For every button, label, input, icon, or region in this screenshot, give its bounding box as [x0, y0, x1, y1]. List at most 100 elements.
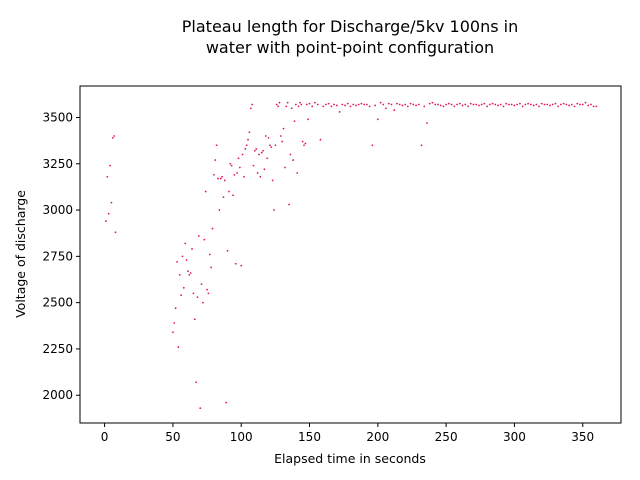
data-point [480, 103, 483, 106]
data-point [236, 172, 239, 174]
data-point [316, 103, 319, 106]
data-point [253, 149, 256, 152]
data-point [219, 177, 222, 180]
data-point [584, 101, 587, 104]
data-point [214, 159, 217, 161]
data-point [437, 103, 439, 106]
data-point [346, 102, 349, 105]
data-point [538, 105, 540, 108]
data-point [174, 307, 177, 310]
y-tick-label: 3500 [42, 110, 73, 124]
data-point [327, 102, 330, 105]
data-point [215, 144, 218, 147]
data-point [105, 220, 107, 223]
data-point [308, 102, 311, 105]
data-point [519, 102, 521, 105]
data-point [562, 102, 565, 105]
data-point [301, 140, 304, 143]
data-point [206, 288, 208, 291]
y-tick-label: 2250 [42, 342, 73, 356]
data-point [365, 103, 368, 106]
data-point [199, 407, 202, 410]
data-point [447, 102, 450, 105]
x-tick-label: 250 [435, 430, 458, 444]
data-point [579, 103, 581, 106]
data-point [398, 103, 401, 106]
data-point [412, 103, 415, 106]
data-point [109, 164, 111, 167]
data-point [178, 273, 181, 276]
data-point [222, 196, 225, 198]
data-point [376, 118, 379, 121]
data-point [266, 157, 269, 160]
data-point [417, 103, 420, 106]
data-point [360, 102, 363, 105]
data-point [277, 105, 279, 108]
chart-title-line-2: water with point-point configuration [206, 38, 494, 57]
data-point [290, 107, 293, 110]
data-point [338, 111, 341, 113]
data-point [387, 102, 390, 105]
x-axis-label: Elapsed time in seconds [274, 451, 426, 466]
data-point [472, 103, 475, 106]
data-point [333, 103, 336, 106]
y-tick-label: 2500 [42, 296, 73, 310]
data-point [286, 101, 289, 104]
data-point [255, 148, 258, 150]
data-point [208, 253, 211, 256]
data-point [521, 105, 524, 108]
data-point [193, 318, 196, 321]
data-point [218, 209, 221, 211]
data-point [256, 172, 259, 174]
data-points [105, 101, 598, 410]
data-point [453, 105, 456, 108]
data-point [243, 175, 245, 178]
data-point [464, 103, 467, 106]
data-point [303, 144, 305, 147]
data-point [233, 173, 236, 176]
data-point [445, 103, 448, 106]
data-point [307, 118, 310, 121]
x-tick-label: 0 [101, 430, 109, 444]
data-point [191, 248, 193, 250]
data-point [543, 103, 546, 106]
data-point [229, 162, 232, 165]
data-point [559, 103, 562, 106]
data-point [434, 103, 437, 106]
data-point [458, 102, 461, 105]
data-point [106, 175, 109, 178]
data-point [450, 103, 453, 106]
data-point [270, 146, 273, 149]
data-point [311, 105, 314, 108]
data-point [590, 103, 592, 106]
data-point [271, 179, 274, 182]
data-point [322, 105, 325, 108]
data-point [423, 105, 426, 108]
data-point [406, 105, 409, 108]
data-point [244, 148, 247, 150]
data-point [404, 103, 407, 106]
data-point [491, 102, 494, 105]
data-point [297, 105, 300, 108]
data-point [352, 103, 355, 106]
data-point [314, 101, 316, 104]
data-point [279, 135, 282, 137]
data-point [349, 105, 352, 108]
data-point [241, 153, 244, 156]
y-axis-label: Voltage of discharge [13, 190, 28, 318]
data-point [431, 101, 434, 104]
x-tick-label: 200 [366, 430, 389, 444]
data-point [494, 103, 497, 106]
data-point [319, 138, 322, 141]
data-point [240, 264, 243, 267]
data-point [439, 104, 442, 107]
data-point [330, 105, 333, 108]
chart-title: Plateau length for Discharge/5kv 100ns i… [182, 17, 518, 57]
data-point [304, 142, 307, 145]
data-point [263, 168, 266, 171]
data-point [570, 103, 573, 106]
data-point [248, 131, 251, 134]
data-point [252, 164, 255, 167]
data-point [225, 401, 228, 404]
